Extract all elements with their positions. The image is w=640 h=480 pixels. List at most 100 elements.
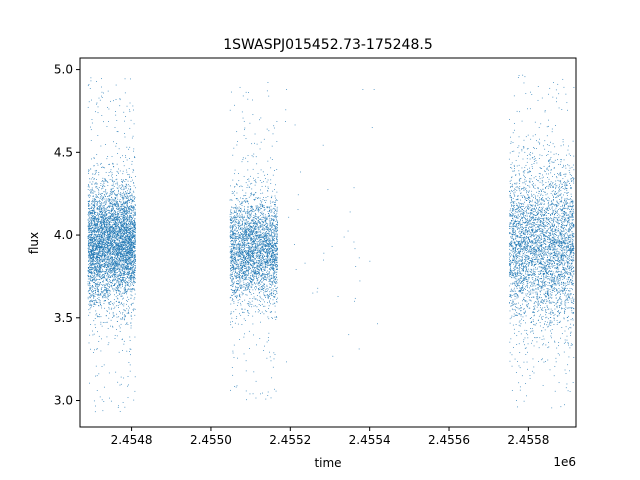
data-point	[133, 215, 135, 216]
data-point	[94, 243, 96, 245]
data-point	[121, 205, 123, 206]
data-point	[95, 257, 97, 259]
data-point	[87, 254, 89, 256]
data-point	[129, 234, 131, 236]
data-point	[123, 242, 125, 244]
data-point	[134, 246, 136, 247]
data-point	[124, 270, 126, 272]
data-point	[104, 167, 106, 169]
data-point	[129, 226, 131, 227]
data-point	[93, 227, 95, 229]
data-point	[97, 261, 98, 262]
data-point	[90, 244, 91, 246]
data-point	[127, 241, 129, 242]
data-point	[106, 243, 107, 245]
data-point	[119, 275, 120, 276]
data-point	[105, 255, 107, 257]
data-point	[117, 227, 119, 229]
data-point	[104, 226, 106, 228]
data-point	[134, 220, 135, 222]
data-point	[121, 212, 123, 214]
data-point	[92, 300, 94, 302]
data-point	[104, 215, 106, 217]
data-point	[100, 316, 102, 318]
data-point	[121, 264, 123, 266]
data-point	[97, 274, 99, 276]
data-point	[124, 264, 126, 265]
data-point	[87, 106, 89, 108]
data-point	[132, 223, 134, 225]
data-point	[91, 277, 93, 279]
data-point	[113, 253, 114, 255]
data-point	[130, 188, 132, 190]
data-point	[119, 257, 120, 259]
data-point	[121, 230, 123, 232]
data-point	[94, 173, 96, 175]
data-point	[100, 302, 101, 304]
data-point	[100, 227, 102, 229]
data-point	[90, 249, 91, 250]
data-point	[106, 201, 107, 203]
data-point	[117, 277, 119, 279]
data-point	[90, 273, 92, 275]
data-point	[131, 223, 133, 224]
data-point	[112, 203, 114, 205]
data-point	[93, 219, 94, 221]
data-point	[112, 269, 114, 270]
data-point	[97, 316, 98, 318]
data-point	[132, 230, 134, 232]
data-point	[107, 266, 109, 268]
data-point	[112, 220, 113, 222]
data-point	[132, 196, 134, 198]
data-point	[118, 307, 119, 308]
data-point	[119, 411, 121, 412]
data-point	[113, 220, 114, 221]
data-point	[88, 205, 89, 206]
data-point	[90, 324, 92, 325]
data-point	[99, 247, 100, 248]
data-point	[130, 322, 132, 324]
data-point	[90, 192, 92, 194]
data-point	[98, 296, 100, 298]
data-point	[123, 256, 124, 258]
data-point	[110, 265, 112, 267]
data-point	[105, 251, 107, 252]
data-point	[135, 231, 136, 233]
data-point	[134, 218, 136, 220]
data-point	[89, 271, 91, 273]
data-point	[90, 254, 92, 256]
data-point	[95, 405, 96, 407]
data-point	[122, 247, 123, 249]
data-point	[121, 302, 122, 304]
data-point	[123, 260, 124, 262]
data-point	[113, 190, 115, 191]
data-point	[116, 287, 117, 289]
data-point	[117, 188, 119, 189]
data-point	[105, 241, 107, 243]
data-point	[131, 237, 133, 239]
data-point	[129, 251, 131, 253]
data-point	[89, 221, 90, 222]
data-point	[103, 266, 105, 267]
data-point	[88, 283, 90, 284]
data-point	[95, 181, 97, 183]
data-point	[107, 243, 109, 245]
data-point	[112, 253, 114, 254]
data-point	[100, 246, 102, 248]
data-point	[98, 341, 100, 342]
data-point	[93, 241, 94, 242]
data-point	[134, 251, 135, 252]
data-point	[117, 194, 118, 195]
data-point	[101, 399, 103, 401]
data-point	[88, 257, 90, 259]
data-point	[128, 206, 130, 208]
data-point	[124, 280, 126, 282]
data-point	[115, 183, 117, 185]
data-point	[125, 267, 126, 268]
data-point	[98, 218, 99, 220]
data-point	[97, 229, 99, 231]
data-point	[126, 236, 128, 237]
data-point	[130, 267, 132, 269]
data-point	[120, 383, 122, 385]
data-point	[125, 239, 127, 240]
